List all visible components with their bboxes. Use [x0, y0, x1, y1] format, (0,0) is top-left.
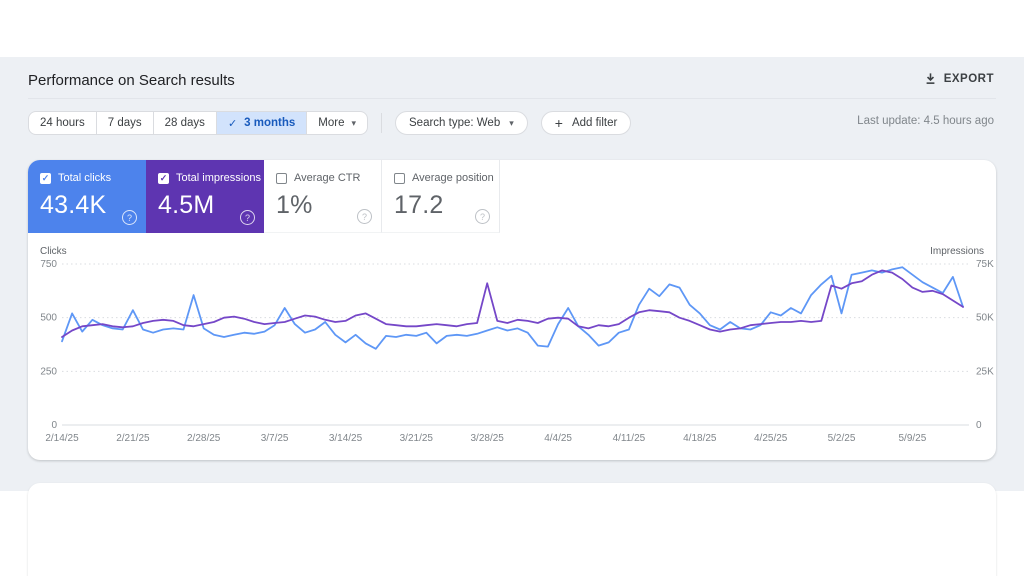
svg-text:2/14/25: 2/14/25: [45, 433, 79, 444]
right-axis-title: Impressions: [930, 246, 984, 257]
date-range-selector: 24 hours 7 days 28 days 3 months More: [28, 111, 369, 135]
svg-text:3/21/25: 3/21/25: [400, 433, 434, 444]
metric-tab-average-position[interactable]: Average position 17.2: [382, 160, 500, 233]
metric-label: Total clicks: [58, 172, 112, 184]
metric-tab-total-clicks[interactable]: Total clicks 43.4K: [28, 160, 146, 233]
svg-text:50K: 50K: [976, 313, 994, 324]
svg-text:250: 250: [40, 366, 57, 377]
left-axis-title: Clicks: [40, 246, 67, 257]
svg-text:2/28/25: 2/28/25: [187, 433, 221, 444]
metric-label: Average CTR: [294, 172, 361, 184]
date-range-3-months-selected[interactable]: 3 months: [216, 112, 308, 134]
date-range-7-days[interactable]: 7 days: [97, 112, 154, 134]
svg-text:4/4/25: 4/4/25: [544, 433, 572, 444]
metric-tab-total-impressions[interactable]: Total impressions 4.5M: [146, 160, 264, 233]
last-update-text: Last update: 4.5 hours ago: [857, 115, 994, 127]
metric-value: 1%: [276, 191, 313, 219]
svg-text:4/18/25: 4/18/25: [683, 433, 717, 444]
svg-text:2/21/25: 2/21/25: [116, 433, 150, 444]
svg-text:3/28/25: 3/28/25: [471, 433, 505, 444]
svg-text:4/25/25: 4/25/25: [754, 433, 788, 444]
svg-text:5/9/25: 5/9/25: [898, 433, 926, 444]
metric-value: 17.2: [394, 191, 444, 219]
svg-text:0: 0: [51, 420, 57, 431]
help-icon[interactable]: [240, 210, 255, 225]
svg-text:750: 750: [40, 260, 57, 270]
performance-line-chart[interactable]: 750 75K 500 50K 250 25K 0 0 2/14/25 2/21/25 2/28/2…: [28, 260, 996, 460]
export-label: EXPORT: [943, 72, 994, 85]
performance-card: Total clicks 43.4K Total impressions 4.5…: [28, 160, 996, 460]
metric-label: Average position: [412, 172, 494, 184]
add-filter-button[interactable]: Add filter: [540, 111, 632, 135]
help-icon[interactable]: [475, 209, 490, 224]
metric-label: Total impressions: [176, 172, 261, 184]
export-button[interactable]: EXPORT: [924, 72, 994, 85]
date-range-more-dropdown[interactable]: More: [307, 112, 367, 134]
metric-tabs: Total clicks 43.4K Total impressions 4.5…: [28, 160, 500, 233]
svg-text:25K: 25K: [976, 366, 994, 377]
svg-text:3/14/25: 3/14/25: [329, 433, 363, 444]
metric-tab-average-ctr[interactable]: Average CTR 1%: [264, 160, 382, 233]
checkbox-unchecked-icon[interactable]: [394, 172, 405, 184]
svg-text:5/2/25: 5/2/25: [828, 433, 856, 444]
svg-text:500: 500: [40, 313, 57, 324]
next-report-card: [28, 483, 996, 576]
svg-text:0: 0: [976, 420, 982, 431]
metric-value: 4.5M: [158, 191, 215, 219]
page-title: Performance on Search results: [28, 72, 235, 89]
help-icon[interactable]: [357, 209, 372, 224]
svg-text:3/7/25: 3/7/25: [261, 433, 289, 444]
checkbox-unchecked-icon[interactable]: [276, 172, 287, 184]
header-divider: [28, 98, 996, 99]
help-icon[interactable]: [122, 210, 137, 225]
checkbox-checked-icon[interactable]: [158, 172, 169, 184]
checkbox-checked-icon[interactable]: [40, 172, 51, 184]
download-icon: [926, 73, 935, 84]
svg-text:75K: 75K: [976, 260, 994, 270]
metric-value: 43.4K: [40, 191, 107, 219]
search-type-dropdown[interactable]: Search type: Web: [395, 111, 528, 135]
svg-text:4/11/25: 4/11/25: [613, 433, 646, 444]
filter-separator: [381, 113, 383, 133]
date-range-28-days[interactable]: 28 days: [154, 112, 217, 134]
date-range-24-hours[interactable]: 24 hours: [29, 112, 97, 134]
filter-bar: 24 hours 7 days 28 days 3 months More Se…: [28, 111, 644, 135]
